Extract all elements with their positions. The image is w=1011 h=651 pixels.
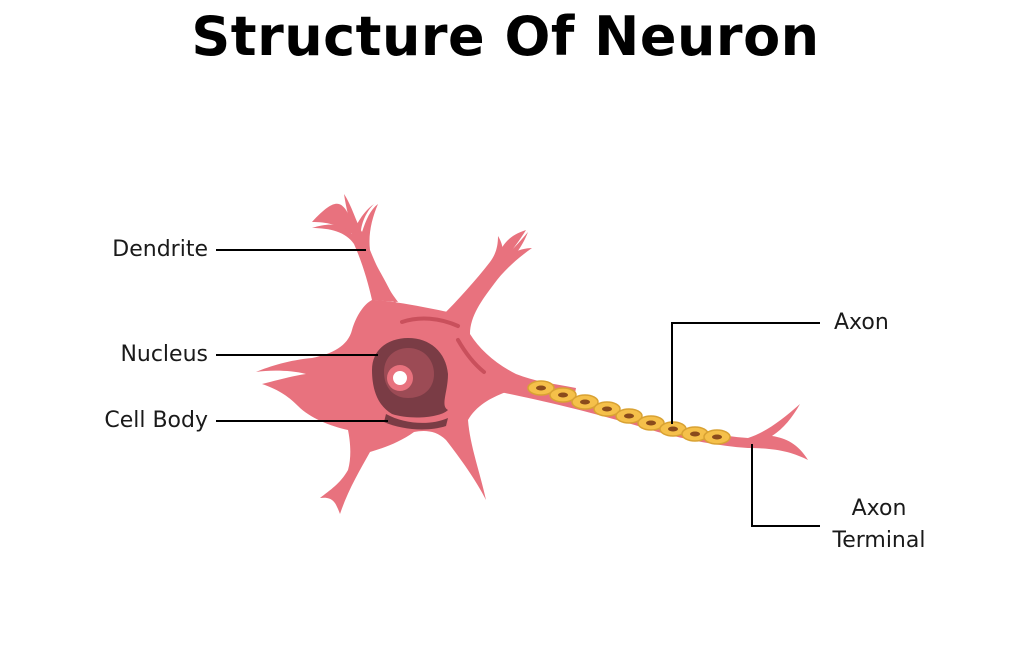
- cell-fold: [400, 316, 460, 328]
- cell-body-label: Cell Body: [104, 408, 208, 433]
- nucleolus-center: [393, 371, 407, 385]
- myelin-core: [668, 426, 678, 432]
- nucleus-lower-shadow: [384, 414, 448, 430]
- nucleus-label: Nucleus: [120, 342, 208, 367]
- myelin-core: [712, 434, 722, 440]
- axon: [500, 378, 808, 460]
- myelin-core: [580, 399, 590, 405]
- axon-label: Axon: [834, 310, 889, 335]
- leader-lines: [216, 249, 820, 527]
- cell-fold: [456, 338, 486, 374]
- myelin-core: [624, 413, 634, 419]
- dendrite-branch: [312, 194, 398, 302]
- myelin-sheath-group: [527, 380, 731, 445]
- page-title: Structure Of Neuron: [191, 5, 820, 68]
- axon-terminal-leader-line: [751, 444, 820, 527]
- axon-leader-line: [671, 322, 820, 424]
- axon-terminal-label-line2: Terminal: [832, 528, 926, 553]
- cell-body-shape: [312, 203, 400, 312]
- neuron-cell: [256, 194, 576, 514]
- axon-terminal-label-line1: Axon: [851, 496, 907, 521]
- dendrite-label: Dendrite: [112, 237, 208, 262]
- dendrite-branch: [440, 232, 528, 326]
- myelin-core: [602, 406, 612, 412]
- myelin-core: [690, 431, 700, 437]
- myelin-core: [646, 420, 656, 426]
- myelin-core: [558, 392, 568, 398]
- myelin-core: [536, 385, 546, 391]
